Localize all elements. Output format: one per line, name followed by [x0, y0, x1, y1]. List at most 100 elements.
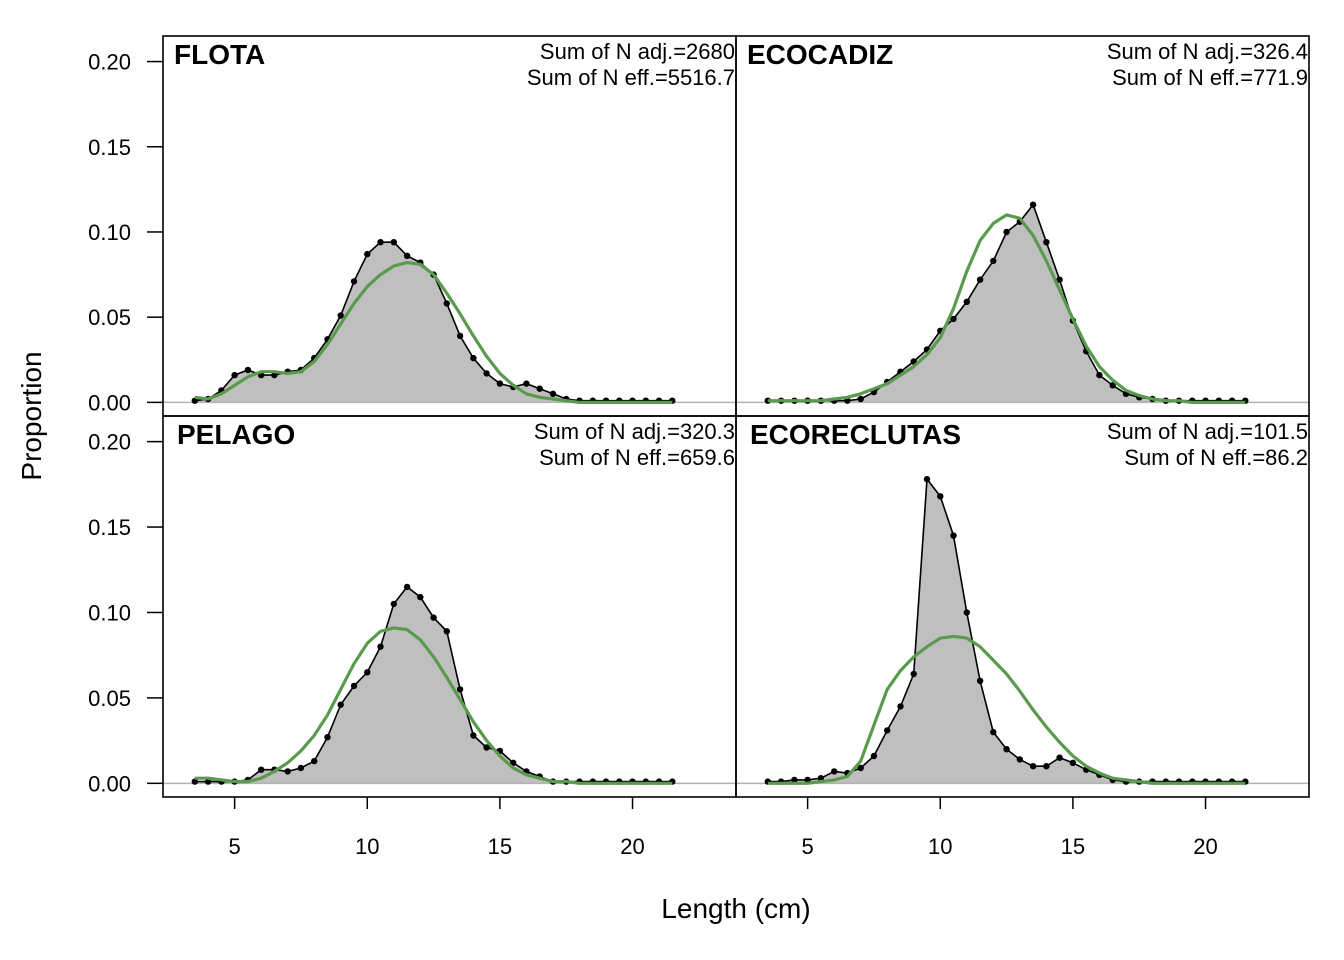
observed-point-flota: [549, 390, 557, 397]
x-tick-label: 5: [229, 834, 241, 859]
observed-point-ecoreclutas: [950, 532, 957, 539]
observed-point-ecocadiz: [1056, 276, 1063, 283]
observed-point-ecoreclutas: [1003, 746, 1010, 753]
observed-area-ecocadiz: [767, 204, 1246, 403]
x-tick-label: 15: [488, 834, 512, 859]
panel-stat-adj-ecoreclutas: Sum of N adj.=101.5: [1107, 419, 1308, 444]
observed-point-pelago: [443, 628, 450, 635]
observed-point-ecoreclutas: [1029, 763, 1037, 770]
observed-point-ecocadiz: [1096, 371, 1103, 379]
observed-point-pelago: [258, 766, 265, 773]
observed-point-ecocadiz: [1043, 239, 1050, 246]
observed-point-ecocadiz: [976, 276, 984, 283]
observed-point-ecoreclutas: [963, 609, 970, 616]
observed-point-flota: [456, 332, 464, 340]
observed-point-pelago: [191, 778, 198, 785]
y-axis: 0.00 0.05 0.10 0.15 0.20 0.00 0.05 0.10 0.15 0.20: [88, 50, 163, 796]
observed-point-flota: [496, 380, 504, 387]
observed-point-flota: [231, 371, 238, 379]
observed-point-ecoreclutas: [897, 703, 904, 710]
observed-point-ecoreclutas: [1043, 763, 1050, 770]
expected-line-ecocadiz: [767, 213, 1246, 404]
y-tick-label: 0.15: [88, 135, 131, 160]
x-axis: 5 10 15 20 5 10 15 20: [229, 797, 1218, 859]
panel-border-ecoreclutas: [735, 415, 1310, 798]
observed-point-ecoreclutas: [1016, 756, 1023, 763]
observed-point-ecocadiz: [950, 315, 957, 323]
observed-point-pelago: [311, 757, 318, 765]
observed-point-ecocadiz: [1109, 382, 1116, 389]
y-tick-label: 0.05: [88, 686, 131, 711]
observed-point-ecoreclutas: [1056, 754, 1063, 761]
y-tick-label: 0.00: [88, 771, 131, 796]
observed-point-flota: [483, 370, 490, 377]
observed-point-flota: [350, 278, 358, 285]
observed-point-pelago: [364, 669, 371, 676]
observed-point-pelago: [470, 732, 477, 739]
y-tick-label: 0.10: [88, 600, 131, 625]
panel-stat-eff-pelago: Sum of N eff.=659.6: [539, 445, 735, 470]
observed-point-pelago: [430, 614, 437, 621]
observed-point-ecocadiz: [963, 298, 970, 305]
observed-point-flota: [364, 250, 371, 258]
expected-line-flota: [194, 261, 673, 404]
observed-point-flota: [244, 366, 252, 374]
observed-point-pelago: [417, 593, 424, 601]
panel-title-ecocadiz: ECOCADIZ: [747, 39, 893, 70]
observed-point-flota: [523, 380, 530, 387]
y-tick-label: 0.20: [88, 50, 131, 75]
observed-point-ecoreclutas: [910, 670, 917, 678]
observed-line-ecoreclutas: [767, 477, 1246, 783]
y-tick-label: 0.05: [88, 305, 131, 330]
observed-point-pelago: [337, 701, 344, 708]
observed-point-pelago: [284, 768, 291, 775]
observed-point-ecoreclutas: [923, 476, 931, 483]
x-tick-label: 5: [802, 834, 814, 859]
observed-area-pelago: [194, 586, 673, 784]
expected-line-ecoreclutas: [767, 634, 1246, 785]
observed-area-ecoreclutas: [767, 479, 1246, 784]
observed-point-ecoreclutas: [791, 776, 798, 784]
observed-area-flota: [194, 242, 673, 403]
y-tick-label: 0.20: [88, 430, 131, 455]
observed-point-flota: [337, 312, 344, 319]
panel-title-pelago: PELAGO: [177, 419, 295, 450]
observed-point-ecoreclutas: [870, 752, 878, 760]
panel-stat-eff-ecoreclutas: Sum of N eff.=86.2: [1124, 445, 1308, 470]
observed-point-pelago: [403, 583, 411, 591]
observed-point-flota: [536, 385, 543, 392]
observed-point-ecoreclutas: [937, 493, 944, 500]
y-tick-label: 0.15: [88, 515, 131, 540]
observed-point-pelago: [390, 600, 397, 608]
y-tick-label: 0.10: [88, 220, 131, 245]
observed-point-pelago: [483, 744, 490, 751]
panel-stat-eff-ecocadiz: Sum of N eff.=771.9: [1112, 65, 1308, 90]
observed-point-ecocadiz: [990, 257, 997, 265]
panel-title-flota: FLOTA: [174, 39, 265, 70]
observed-point-ecocadiz: [1029, 201, 1037, 208]
expected-line-pelago: [194, 626, 673, 785]
x-tick-label: 10: [355, 834, 379, 859]
observed-point-ecoreclutas: [831, 768, 838, 775]
observed-point-pelago: [510, 759, 517, 766]
x-axis-title: Length (cm): [661, 893, 810, 924]
x-tick-label: 15: [1061, 834, 1085, 859]
observed-point-pelago: [324, 734, 331, 741]
observed-point-ecoreclutas: [976, 677, 984, 684]
observed-point-flota: [470, 354, 477, 362]
y-tick-label: 0.00: [88, 390, 131, 415]
observed-point-pelago: [350, 682, 358, 690]
observed-point-flota: [403, 252, 411, 259]
panel-stat-adj-ecocadiz: Sum of N adj.=326.4: [1107, 39, 1308, 64]
observed-point-ecoreclutas: [1069, 759, 1077, 766]
x-tick-label: 10: [928, 834, 952, 859]
x-tick-label: 20: [1193, 834, 1217, 859]
panel-stat-eff-flota: Sum of N eff.=5516.7: [527, 65, 735, 90]
observed-point-pelago: [297, 764, 305, 772]
